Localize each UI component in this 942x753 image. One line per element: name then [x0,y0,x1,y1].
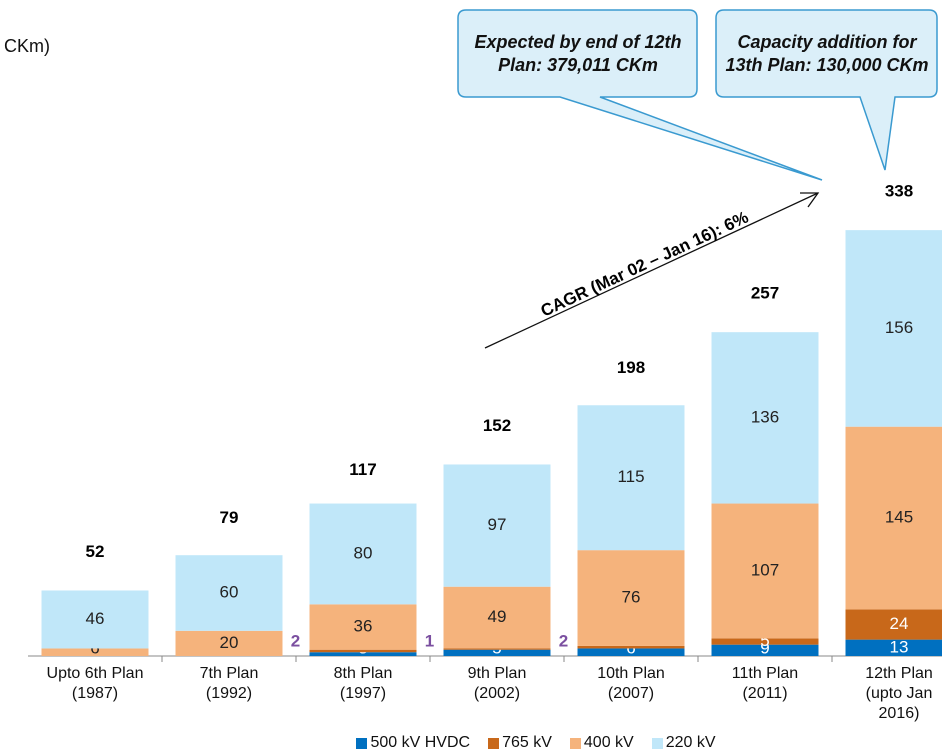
value-label: 107 [751,560,779,579]
bar-segment [309,649,417,653]
arrow-head [800,192,820,208]
bar-segment [845,639,942,656]
value-label: 2 [291,631,300,650]
value-label: 36 [354,617,373,636]
bar-segment [309,503,417,605]
value-label: 156 [885,318,913,337]
value-label: 9 [760,638,769,657]
value-label: 49 [488,607,507,626]
bar-segment [711,332,819,504]
bar-segment [309,652,417,656]
callout-shape [715,9,938,171]
bar-segment [443,464,551,587]
legend-label: 765 kV [502,734,552,751]
value-label: 97 [488,515,507,534]
y-axis-label: CKm) [4,36,50,56]
total-label: 52 [86,542,105,561]
total-label: 198 [617,358,645,377]
callout-text: Capacity addition for 13th Plan: 130,000… [725,32,929,75]
value-label: 145 [885,508,913,527]
x-tick-label: 10th Plan (2007) [597,665,665,702]
value-label: 46 [86,609,105,628]
legend-label: 400 kV [583,734,634,751]
bar-segment [309,604,417,650]
value-label: 76 [622,588,641,607]
value-label: 2 [559,631,568,650]
value-label: 60 [220,582,239,601]
bar-segment [711,638,819,645]
value-label: 13 [890,637,909,656]
legend-label: 500 kV HVDC [370,734,471,751]
bar-segment [41,590,149,649]
bar-segment [577,405,685,551]
value-label: 80 [354,543,373,562]
legend-swatch [356,737,368,749]
value-label: 1 [425,631,434,650]
bar-segment [845,609,942,640]
x-tick-label: 11th Plan (2011) [731,665,799,702]
bar-segment [577,550,685,646]
bar-segment [577,645,685,649]
legend-item: 765 kV [488,734,552,752]
legend-item: 500 kV HVDC [356,734,470,752]
bar-segment [175,630,283,656]
bar-segment [443,649,551,656]
bar-segment [175,555,283,631]
x-tick-label: 8th Plan (1997) [333,665,393,702]
bar-segment [577,648,685,656]
value-label: 20 [220,633,239,652]
legend-item: 220 kV [651,734,716,752]
legend-swatch [651,737,663,749]
trend-arrow [484,192,819,349]
x-tick-label: 12th Plan (upto Jan 2016) [865,665,933,722]
bar-segment [443,586,551,649]
legend-label: 220 kV [665,734,716,751]
total-label: 152 [483,416,511,435]
bar-segment [443,648,551,650]
total-label: 79 [220,508,239,527]
bar-segment [845,426,942,610]
total-label: 338 [885,182,913,201]
value-label: 5 [760,631,769,650]
bar-segment [845,230,942,427]
bar-segment [711,503,819,639]
callout-shape [457,9,823,181]
value-label: 24 [890,614,909,633]
value-label: 136 [751,407,779,426]
bar-segment [41,648,149,656]
x-tick-label: 7th Plan (1992) [199,665,259,702]
legend-item: 400 kV [569,734,634,752]
value-label: 115 [617,467,644,486]
cagr-label: CAGR (Mar 02 – Jan 16): 6% [538,208,752,321]
legend-swatch [488,737,500,749]
total-label: 117 [349,460,376,479]
total-label: 257 [751,284,779,303]
bar-segment [711,644,819,656]
legend: 500 kV HVDC 765 kV 400 kV 220 kV [0,734,942,752]
x-tick-label: Upto 6th Plan (1987) [46,665,144,702]
legend-swatch [569,737,581,749]
x-tick-label: 9th Plan (2002) [467,665,527,702]
callout-text: Expected by end of 12th Plan: 379,011 CK… [474,32,682,75]
